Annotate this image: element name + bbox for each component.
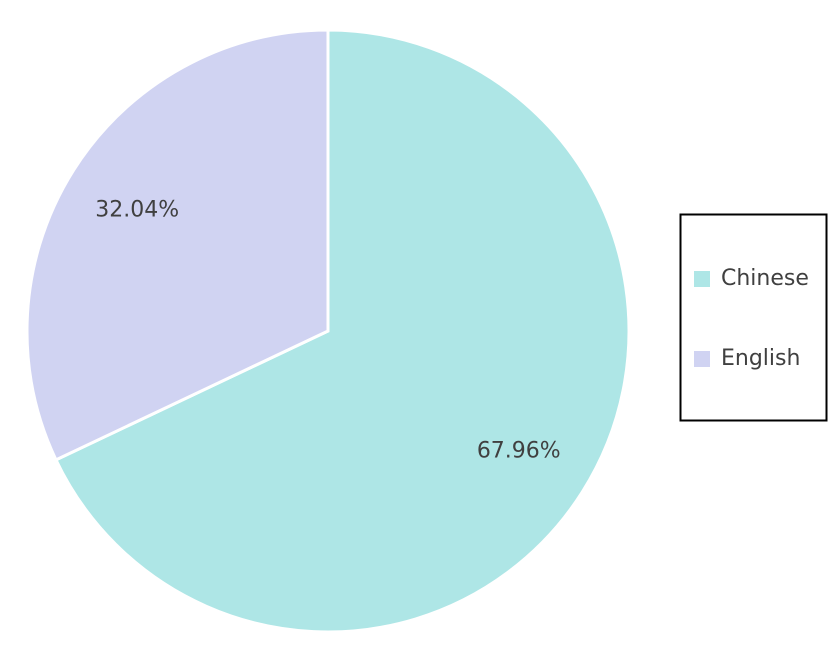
legend-swatch [694, 351, 710, 367]
data-label: 67.96% [477, 439, 561, 464]
pie-slice [25, 28, 330, 462]
legend-swatch [694, 271, 710, 287]
pie-slice [53, 28, 631, 634]
data-label: 32.04% [95, 197, 179, 222]
legend-label: Chinese [721, 266, 809, 291]
legend-box [679, 213, 828, 422]
legend-label: English [721, 346, 800, 371]
